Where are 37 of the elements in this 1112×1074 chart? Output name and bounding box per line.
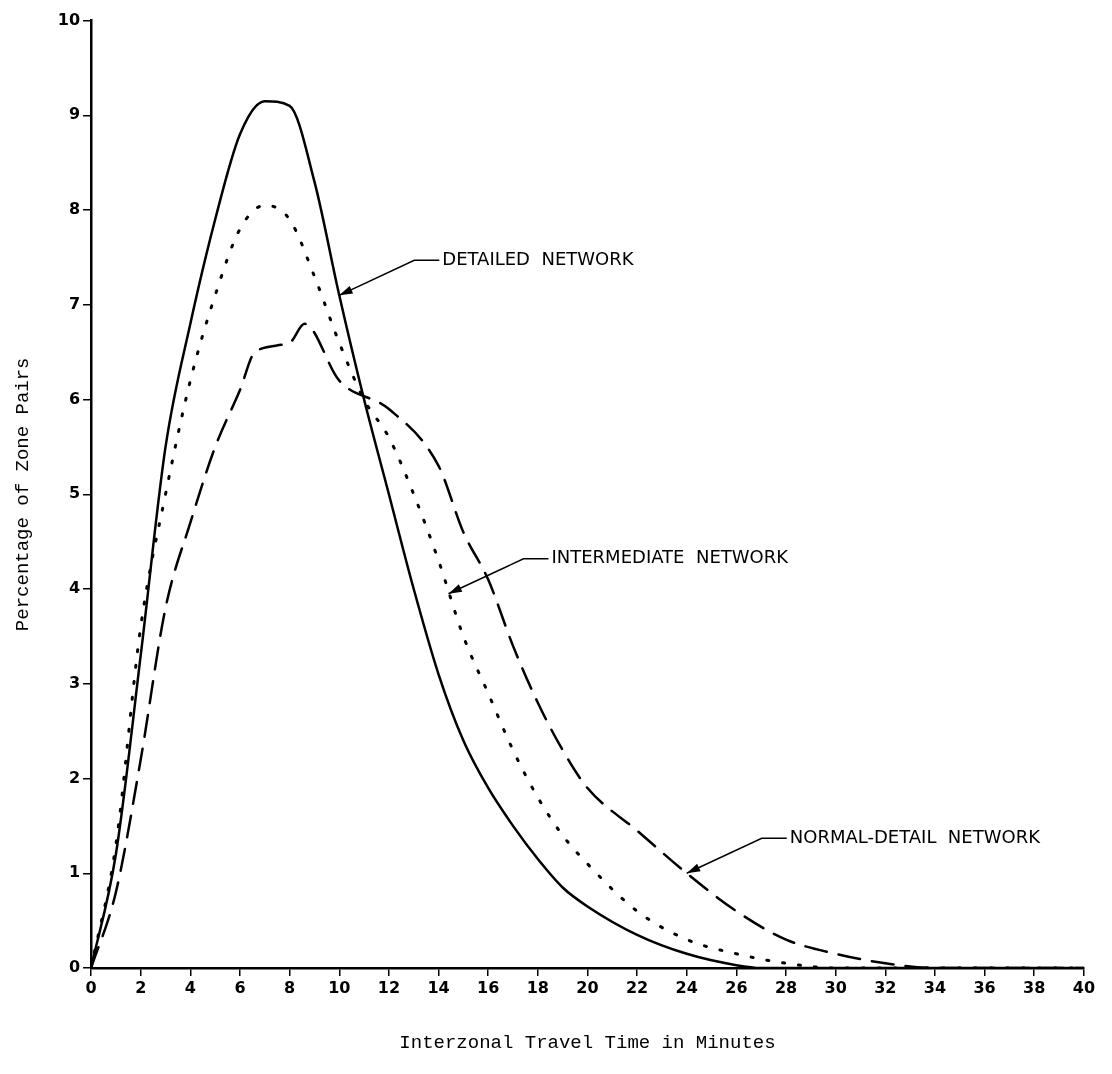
x-tick-label: 40 xyxy=(1072,977,1095,997)
x-tick-label: 32 xyxy=(874,977,897,997)
x-tick-label: 38 xyxy=(1023,977,1046,997)
x-tick-label: 30 xyxy=(824,977,847,997)
y-tick-label: 6 xyxy=(68,388,81,408)
y-tick-label: 8 xyxy=(68,199,81,219)
x-tick-label: 14 xyxy=(427,977,450,997)
y-tick-label: 7 xyxy=(68,293,81,313)
annotation: NORMAL-DETAIL NETWORK xyxy=(789,825,1042,847)
x-tick-label: 16 xyxy=(477,977,500,997)
y-tick-label: 3 xyxy=(68,672,81,692)
x-tick-label: 12 xyxy=(377,977,401,997)
x-tick-label: 36 xyxy=(973,977,996,997)
x-tick-label: 34 xyxy=(923,977,947,997)
y-tick-label: 2 xyxy=(68,767,81,787)
x-tick-label: 4 xyxy=(184,977,196,997)
y-tick-label: 10 xyxy=(57,9,81,29)
y-tick-label: 9 xyxy=(68,104,81,124)
annotation: INTERMEDIATE NETWORK xyxy=(551,546,790,568)
x-tick-label: 22 xyxy=(625,977,649,997)
y-axis-title: Percentage of Zone Pairs xyxy=(12,357,35,632)
x-tick-label: 26 xyxy=(725,977,748,997)
x-tick-label: 10 xyxy=(328,977,351,997)
annotation: DETAILED NETWORK xyxy=(442,248,635,270)
x-tick-label: 24 xyxy=(675,977,698,997)
y-tick-label: 0 xyxy=(68,957,81,977)
x-tick-label: 6 xyxy=(234,977,246,997)
y-tick-label: 5 xyxy=(68,483,81,503)
x-tick-label: 18 xyxy=(526,977,549,997)
x-tick-label: 20 xyxy=(576,977,599,997)
y-tick-label: 4 xyxy=(68,578,81,598)
x-tick-label: 8 xyxy=(284,977,296,997)
x-tick-label: 28 xyxy=(774,977,798,997)
y-tick-label: 1 xyxy=(68,862,81,882)
x-tick-label: 0 xyxy=(85,977,97,997)
x-axis-title: Interzonal Travel Time in Minutes xyxy=(399,1031,776,1054)
x-tick-label: 2 xyxy=(135,977,147,997)
